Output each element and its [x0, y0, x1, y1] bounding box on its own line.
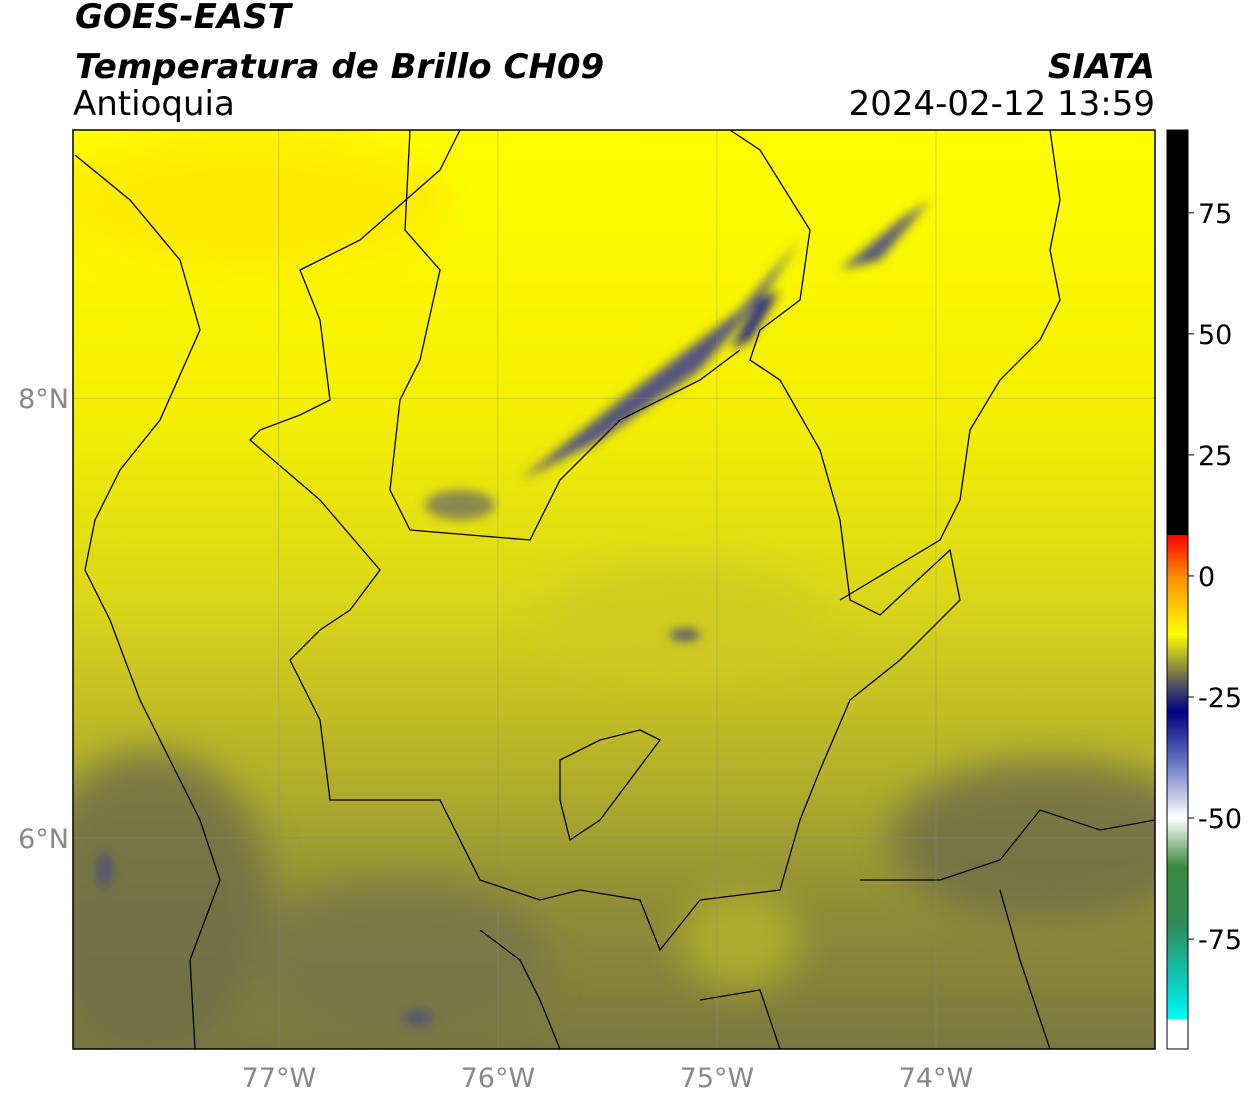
map-field [73, 130, 1155, 1049]
colorbar-tick-label: -50 [1198, 804, 1242, 835]
subtitle: Temperatura de Brillo CH09 [75, 47, 604, 87]
datetime: 2024-02-12 13:59 [849, 84, 1155, 124]
colorbar-tick-label: -75 [1198, 925, 1242, 956]
y-tick-label: 6°N [18, 824, 69, 855]
colorbar-tick-label: -25 [1198, 683, 1242, 714]
x-tick-label: 74°W [899, 1063, 974, 1094]
map-frame [72, 129, 1156, 1050]
x-tick-label: 75°W [680, 1063, 755, 1094]
colorbar [1166, 129, 1189, 1050]
colorbar-tick-label: 50 [1198, 320, 1232, 351]
y-tick-label: 8°N [18, 384, 69, 415]
source: SIATA [1048, 47, 1155, 87]
region: Antioquia [73, 84, 235, 124]
colorbar-tick-label: 75 [1198, 199, 1232, 230]
colorbar-tick-label: 25 [1198, 441, 1232, 472]
x-tick-label: 77°W [242, 1063, 317, 1094]
x-tick-label: 76°W [461, 1063, 536, 1094]
colorbar-tick-label: 0 [1198, 562, 1215, 593]
title: GOES-EAST [75, 0, 294, 37]
